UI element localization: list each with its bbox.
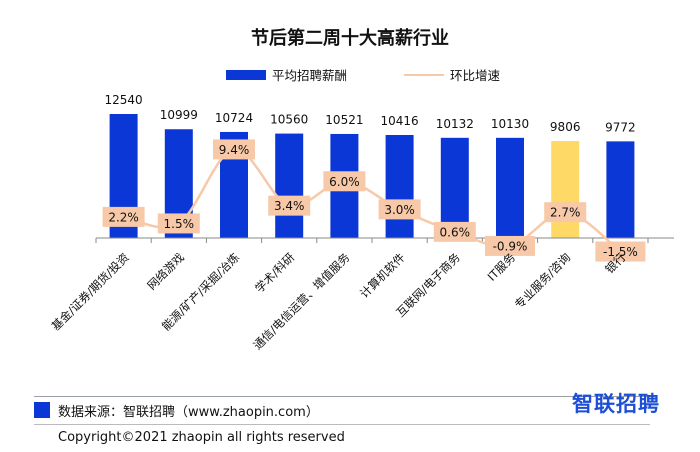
bar-value-label: 10560 bbox=[270, 113, 308, 127]
bar bbox=[496, 137, 524, 238]
growth-label: 2.2% bbox=[108, 210, 139, 224]
growth-label-box bbox=[378, 199, 421, 220]
source-text: 数据来源：智联招聘（www.zhaopin.com） bbox=[58, 405, 319, 420]
x-tick-label: 网络游戏 bbox=[144, 250, 187, 293]
bar bbox=[440, 137, 469, 238]
growth-label-box bbox=[102, 206, 145, 227]
growth-line-series: 2.2% 1.5% 9.4% 3.4% 6.0% 3.0% 0.6% -0.9% 2.7% -1.… bbox=[102, 139, 646, 262]
growth-label-box bbox=[485, 235, 535, 256]
x-tick-label: 学术/科研 bbox=[252, 250, 298, 296]
source-marker bbox=[34, 402, 50, 418]
legend-bar-swatch bbox=[226, 70, 266, 80]
legend-line-label: 环比增速 bbox=[450, 68, 501, 83]
growth-label-box bbox=[268, 195, 311, 216]
bar-value-label: 10521 bbox=[325, 113, 363, 127]
bar-value-label: 10416 bbox=[381, 114, 419, 128]
bar bbox=[606, 141, 635, 238]
bar-value-label: 12540 bbox=[105, 93, 143, 107]
growth-label: 1.5% bbox=[164, 217, 195, 231]
growth-label-box bbox=[544, 202, 587, 223]
growth-label: 3.0% bbox=[384, 203, 415, 217]
growth-label-box bbox=[595, 241, 646, 262]
chart-title: 节后第二周十大高薪行业 bbox=[251, 27, 449, 49]
legend: 平均招聘薪酬 环比增速 bbox=[226, 68, 501, 83]
growth-label: -0.9% bbox=[493, 239, 528, 253]
bar-value-label: 10724 bbox=[215, 111, 253, 125]
growth-label: 2.7% bbox=[550, 206, 581, 220]
growth-label: -1.5% bbox=[603, 245, 638, 259]
x-ticks bbox=[95, 238, 649, 243]
growth-label: 3.4% bbox=[274, 199, 305, 213]
x-tick-label: 计算机软件 bbox=[357, 250, 408, 301]
growth-label: 0.6% bbox=[440, 225, 471, 239]
brand-logo: 智联招聘 bbox=[572, 392, 660, 416]
growth-label-box bbox=[323, 171, 366, 192]
growth-label-box bbox=[157, 213, 200, 234]
bar-value-label: 10130 bbox=[491, 117, 529, 131]
growth-label: 9.4% bbox=[219, 143, 250, 157]
x-tick-label: 专业服务/咨询 bbox=[512, 250, 573, 311]
copyright-text: Copyright©2021 zhaopin all rights reserv… bbox=[58, 430, 345, 445]
growth-label: 6.0% bbox=[329, 175, 360, 189]
bar bbox=[385, 135, 414, 238]
bar-value-label: 10132 bbox=[436, 117, 474, 131]
bar-value-label: 9772 bbox=[605, 120, 636, 134]
x-tick-label: 通信/电信运营、增值服务 bbox=[250, 250, 352, 352]
chart: 节后第二周十大高薪行业 平均招聘薪酬 环比增速 12540 10999 10724 10… bbox=[49, 27, 674, 352]
growth-label-box bbox=[433, 221, 476, 242]
growth-line bbox=[123, 148, 622, 253]
footer-divider bbox=[34, 396, 650, 397]
growth-label-box bbox=[213, 139, 255, 160]
bar bbox=[551, 141, 580, 238]
bar-value-label: 10999 bbox=[160, 108, 198, 122]
x-tick-label: 基金/证券/期货/投资 bbox=[49, 250, 132, 333]
bar bbox=[275, 133, 304, 238]
legend-bar-label: 平均招聘薪酬 bbox=[272, 68, 347, 83]
bar-value-label: 9806 bbox=[550, 120, 581, 134]
copyright-divider bbox=[34, 424, 650, 425]
